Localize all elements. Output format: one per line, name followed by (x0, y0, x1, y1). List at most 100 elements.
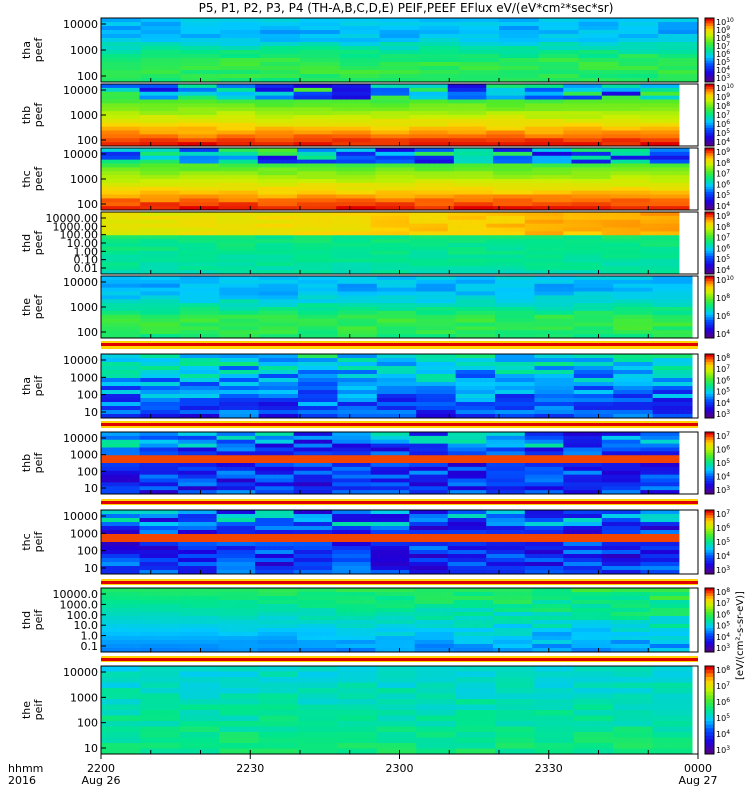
heatmap-cell (135, 152, 140, 156)
heatmap-cell (183, 138, 188, 142)
heatmap-cell (486, 107, 491, 111)
heatmap-cell (409, 103, 414, 107)
heatmap-cell (400, 54, 405, 59)
heatmap-cell (668, 50, 673, 55)
heatmap-cell (183, 84, 188, 88)
heatmap-cell (273, 148, 278, 152)
heatmap-cell (111, 46, 116, 51)
heatmap-cell (583, 131, 588, 135)
heatmap-cell (628, 38, 633, 43)
heatmap-cell (115, 115, 120, 119)
heatmap-cell (245, 46, 250, 51)
heatmap-cell (494, 50, 499, 55)
heatmap-cell (370, 74, 375, 79)
heatmap-cell (140, 111, 145, 115)
heatmap-cell (228, 179, 233, 183)
heatmap-cell (238, 198, 243, 202)
heatmap-cell (578, 103, 583, 107)
heatmap-cell (171, 34, 176, 39)
heatmap-cell (428, 107, 433, 111)
heatmap-cell (350, 18, 355, 23)
heatmap-cell (330, 58, 335, 63)
heatmap-cell (660, 111, 665, 115)
heatmap-cell (279, 88, 284, 92)
heatmap-cell (176, 58, 181, 63)
heatmap-cell (650, 88, 655, 92)
heatmap-cell (310, 46, 315, 51)
heatmap-cell (140, 160, 145, 164)
heatmap-cell (145, 171, 150, 175)
heatmap-cell (231, 138, 236, 142)
heatmap-cell (188, 115, 193, 119)
heatmap-cell (539, 138, 544, 142)
heatmap-cell (126, 58, 131, 63)
heatmap-cell (312, 179, 317, 183)
heatmap-cell (467, 111, 472, 115)
heatmap-cell (290, 54, 295, 59)
heatmap-cell (351, 138, 356, 142)
heatmap-cell (504, 22, 509, 27)
heatmap-cell (294, 100, 299, 104)
heatmap-cell (584, 42, 589, 47)
heatmap-cell (263, 179, 268, 183)
heatmap-cell (171, 54, 176, 59)
heatmap-cell (650, 131, 655, 135)
heatmap-cell (320, 54, 325, 59)
heatmap-cell (135, 134, 140, 138)
heatmap-cell (400, 42, 405, 47)
heatmap-cell (554, 26, 559, 31)
heatmap-cell (155, 175, 160, 179)
heatmap-cell (395, 66, 400, 71)
heatmap-cell (424, 92, 429, 96)
heatmap-cell (226, 134, 231, 138)
heatmap-cell (607, 92, 612, 96)
heatmap-cell (499, 26, 504, 31)
heatmap-cell (160, 167, 165, 171)
heatmap-cell (156, 50, 161, 55)
heatmap-cell (539, 66, 544, 71)
heatmap-cell (563, 123, 568, 127)
heatmap-cell (146, 18, 151, 23)
heatmap-cell (300, 22, 305, 27)
heatmap-cell (176, 54, 181, 59)
heatmap-cell (215, 26, 220, 31)
heatmap-cell (515, 84, 520, 88)
heatmap-cell (186, 46, 191, 51)
heatmap-cell (658, 34, 663, 39)
heatmap-cell (173, 127, 178, 131)
heatmap-cell (589, 34, 594, 39)
heatmap-cell (323, 92, 328, 96)
heatmap-cell (462, 127, 467, 131)
heatmap-cell (193, 127, 198, 131)
heatmap-cell (275, 30, 280, 35)
heatmap-cell (231, 100, 236, 104)
heatmap-cell (414, 30, 419, 35)
heatmap-cell (258, 148, 263, 152)
heatmap-cell (534, 26, 539, 31)
heatmap-cell (292, 183, 297, 187)
heatmap-cell (688, 30, 693, 35)
heatmap-cell (312, 202, 317, 206)
heatmap-cell (215, 70, 220, 75)
heatmap-cell (504, 62, 509, 67)
heatmap-cell (337, 100, 342, 104)
heatmap-cell (253, 171, 258, 175)
heatmap-cell (438, 92, 443, 96)
heatmap-cell (217, 96, 222, 100)
heatmap-cell (327, 100, 332, 104)
heatmap-cell (404, 34, 409, 39)
heatmap-cell (414, 34, 419, 39)
heatmap-cell (155, 148, 160, 152)
heatmap-cell (342, 92, 347, 96)
heatmap-cell (390, 107, 395, 111)
heatmap-cell (400, 123, 405, 127)
heatmap-cell (181, 38, 186, 43)
heatmap-cell (136, 34, 141, 39)
heatmap-cell (678, 58, 683, 63)
heatmap-cell (405, 171, 410, 175)
heatmap-cell (484, 50, 489, 55)
heatmap-cell (253, 195, 258, 199)
heatmap-cell (196, 58, 201, 63)
heatmap-cell (658, 66, 663, 71)
heatmap-cell (376, 119, 381, 123)
